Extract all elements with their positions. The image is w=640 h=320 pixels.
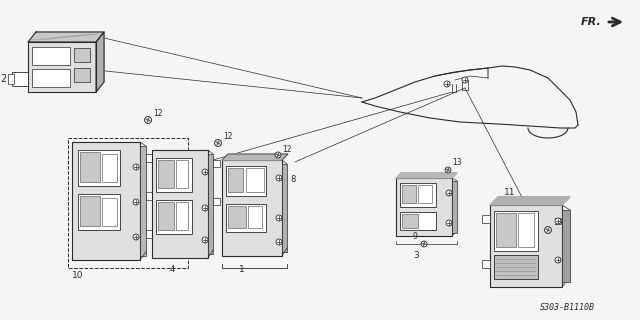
Bar bbox=[396, 178, 452, 236]
Bar bbox=[68, 138, 188, 268]
Bar bbox=[72, 142, 140, 260]
Bar bbox=[176, 160, 188, 188]
Bar bbox=[496, 213, 516, 247]
Polygon shape bbox=[28, 32, 104, 42]
Circle shape bbox=[133, 164, 139, 170]
Bar bbox=[156, 200, 192, 234]
Circle shape bbox=[202, 169, 208, 175]
Bar bbox=[248, 206, 262, 228]
Circle shape bbox=[545, 227, 552, 234]
Bar bbox=[158, 160, 174, 188]
Text: 3: 3 bbox=[413, 252, 419, 260]
Bar bbox=[518, 213, 534, 247]
Bar bbox=[226, 166, 266, 196]
Bar bbox=[102, 154, 117, 182]
Text: 12: 12 bbox=[223, 132, 232, 140]
Text: 5: 5 bbox=[156, 157, 161, 166]
Bar bbox=[494, 255, 538, 279]
Text: 7: 7 bbox=[222, 167, 227, 177]
Bar bbox=[156, 158, 192, 192]
Bar bbox=[228, 206, 246, 228]
Bar bbox=[74, 68, 90, 82]
Bar bbox=[140, 146, 146, 256]
Circle shape bbox=[202, 237, 208, 243]
Bar bbox=[490, 205, 562, 287]
Text: 10: 10 bbox=[72, 271, 84, 281]
Circle shape bbox=[133, 199, 139, 205]
Circle shape bbox=[145, 116, 152, 124]
Bar bbox=[146, 192, 154, 200]
Polygon shape bbox=[222, 154, 288, 160]
Bar bbox=[74, 48, 90, 62]
Bar bbox=[176, 202, 188, 230]
Circle shape bbox=[555, 257, 561, 263]
Text: 6: 6 bbox=[90, 199, 95, 209]
Circle shape bbox=[276, 239, 282, 245]
Circle shape bbox=[276, 175, 282, 181]
Bar bbox=[80, 152, 100, 182]
Circle shape bbox=[445, 167, 451, 173]
Text: 12: 12 bbox=[153, 108, 163, 117]
Text: 2: 2 bbox=[0, 74, 6, 84]
Circle shape bbox=[276, 215, 282, 221]
Circle shape bbox=[446, 220, 452, 226]
Polygon shape bbox=[490, 197, 570, 205]
Bar bbox=[402, 214, 418, 228]
Bar bbox=[282, 164, 287, 252]
Text: 11: 11 bbox=[504, 188, 516, 197]
Bar bbox=[213, 160, 220, 167]
Circle shape bbox=[444, 81, 450, 87]
Bar bbox=[222, 160, 282, 256]
Bar bbox=[12, 72, 28, 86]
Text: 12: 12 bbox=[282, 145, 291, 154]
Circle shape bbox=[446, 190, 452, 196]
Bar bbox=[402, 185, 416, 203]
Bar bbox=[102, 198, 117, 226]
Bar bbox=[400, 212, 436, 230]
Text: 1: 1 bbox=[239, 266, 245, 275]
Text: 4: 4 bbox=[170, 266, 175, 275]
Bar bbox=[146, 154, 154, 162]
Circle shape bbox=[421, 241, 427, 247]
Polygon shape bbox=[96, 32, 104, 92]
Text: 13: 13 bbox=[553, 219, 563, 228]
Bar bbox=[32, 69, 70, 87]
Text: 8: 8 bbox=[290, 175, 296, 185]
Bar bbox=[562, 210, 570, 282]
Bar bbox=[78, 150, 120, 186]
Bar bbox=[213, 198, 220, 205]
Text: S303-B1110B: S303-B1110B bbox=[540, 303, 595, 313]
Bar bbox=[146, 230, 154, 238]
Bar bbox=[400, 183, 436, 207]
Bar bbox=[208, 154, 213, 254]
Text: FR.: FR. bbox=[581, 17, 602, 27]
Bar bbox=[482, 215, 490, 223]
Bar bbox=[418, 185, 432, 203]
Bar bbox=[80, 196, 100, 226]
Bar bbox=[482, 260, 490, 268]
Bar bbox=[228, 168, 243, 192]
Circle shape bbox=[462, 77, 468, 83]
Circle shape bbox=[555, 218, 561, 224]
Polygon shape bbox=[396, 173, 457, 178]
Bar bbox=[494, 211, 538, 251]
Bar bbox=[158, 202, 174, 230]
Text: 13: 13 bbox=[452, 158, 461, 167]
Circle shape bbox=[133, 234, 139, 240]
Text: 9: 9 bbox=[412, 233, 417, 242]
Bar bbox=[246, 168, 264, 192]
Bar bbox=[226, 204, 266, 232]
Bar bbox=[452, 181, 457, 233]
Circle shape bbox=[275, 152, 281, 158]
Bar bbox=[28, 42, 96, 92]
Bar bbox=[32, 47, 70, 65]
Bar bbox=[152, 150, 208, 258]
Bar bbox=[8, 74, 14, 84]
Bar bbox=[78, 194, 120, 230]
Circle shape bbox=[202, 205, 208, 211]
Circle shape bbox=[214, 140, 221, 147]
